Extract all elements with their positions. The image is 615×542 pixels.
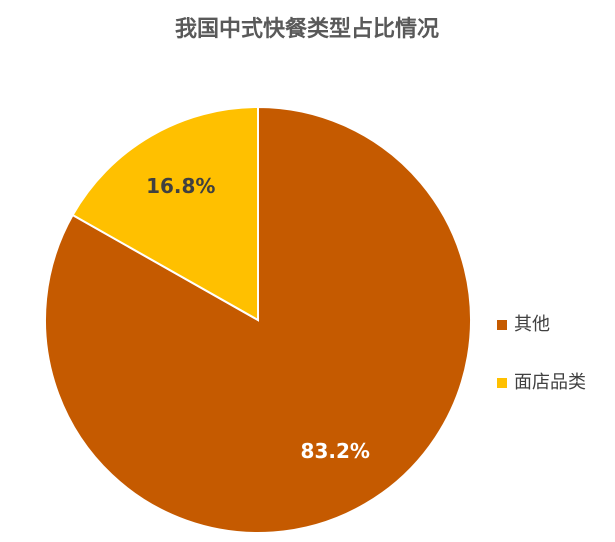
data-label: 83.2% xyxy=(301,439,370,463)
legend-label: 其他 xyxy=(514,314,550,335)
data-label: 16.8% xyxy=(146,174,215,198)
pie-slice xyxy=(44,105,472,534)
pie-slice xyxy=(71,105,259,322)
legend-label: 面店品类 xyxy=(514,372,586,393)
chart-title: 我国中式快餐类型占比情况 xyxy=(175,16,439,42)
legend-swatch xyxy=(497,320,507,330)
legend-swatch xyxy=(497,378,507,388)
